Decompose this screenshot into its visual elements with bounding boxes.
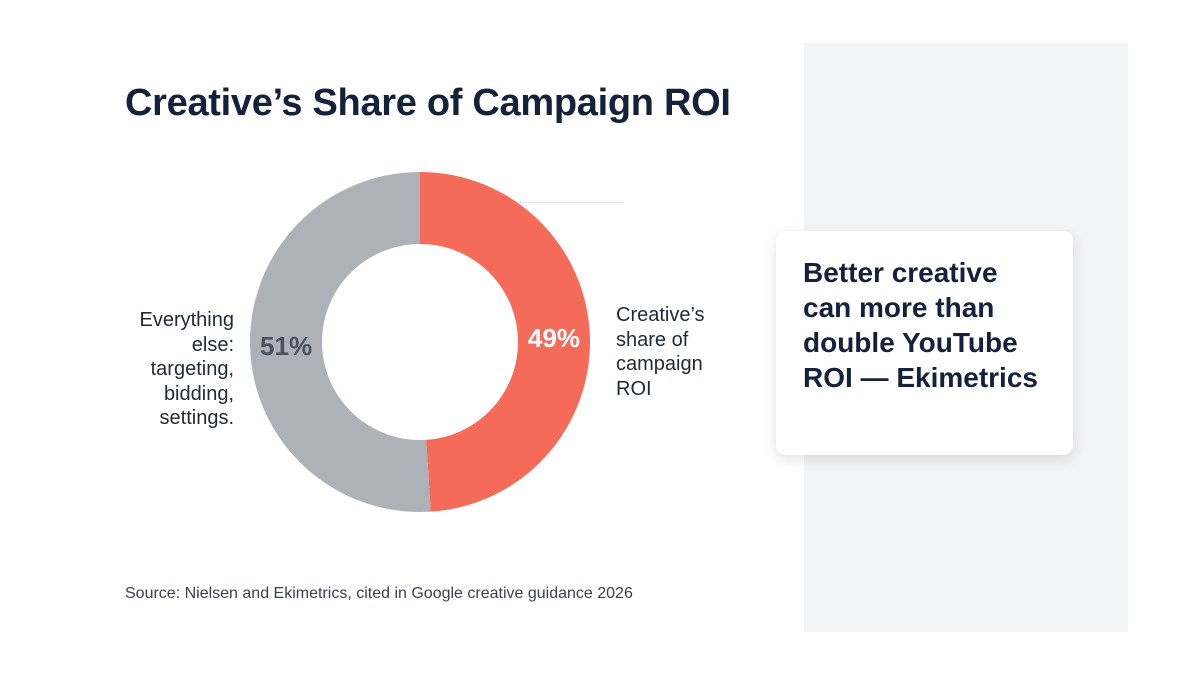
donut-slice-creative <box>420 172 590 512</box>
slice-label-everything-else: 51% <box>260 331 312 361</box>
slice-label-creative: 49% <box>528 323 580 353</box>
callout-text: Better creative can more than double You… <box>803 257 1038 393</box>
leader-line <box>430 202 624 203</box>
callout-card: Better creative can more than double You… <box>776 231 1073 455</box>
page-title: Creative’s Share of Campaign ROI <box>125 82 731 124</box>
source-note: Source: Nielsen and Ekimetrics, cited in… <box>125 585 633 602</box>
legend-creative-share: Creative’s share of campaign ROI <box>616 304 705 400</box>
legend-everything-else: Everything else: targeting, bidding, set… <box>139 309 235 429</box>
donut-chart: 49% 51% <box>249 172 590 512</box>
donut-slice-everything-else <box>249 172 431 512</box>
